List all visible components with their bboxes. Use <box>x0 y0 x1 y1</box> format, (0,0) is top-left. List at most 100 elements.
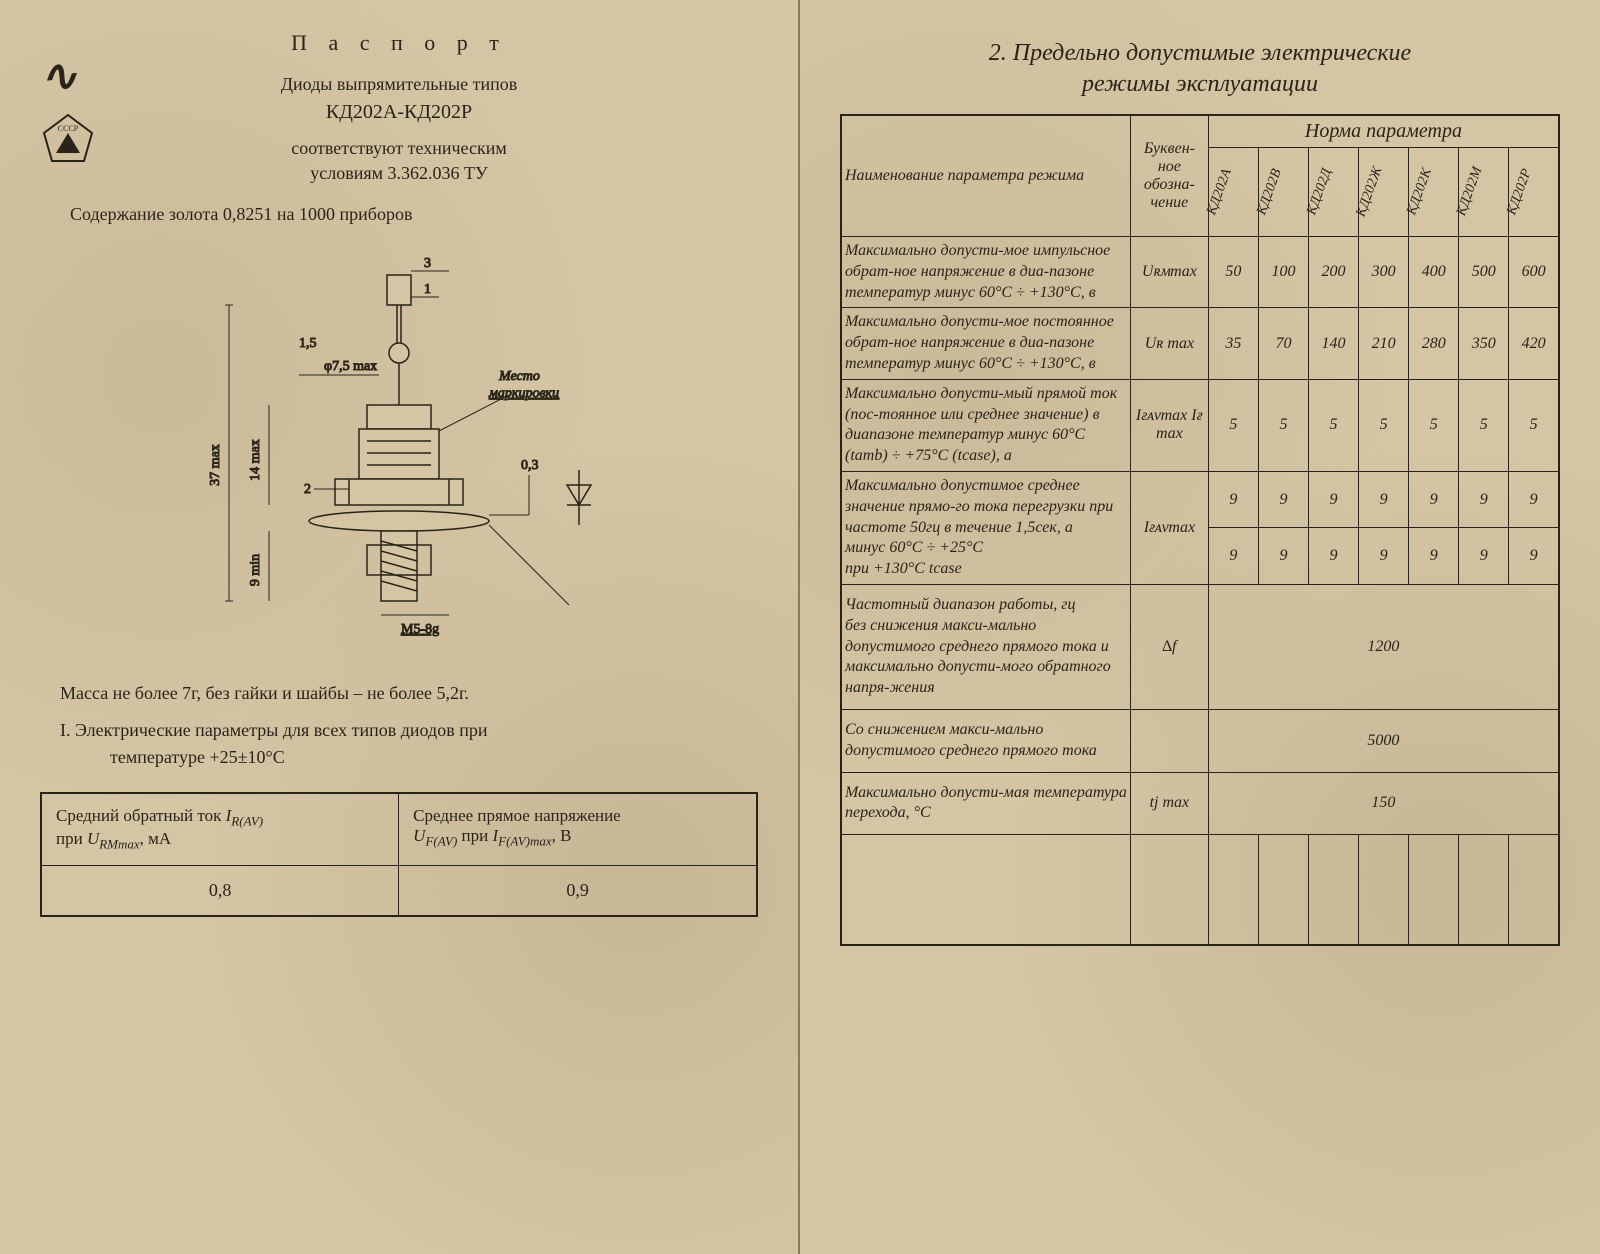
param-value: 9 <box>1309 471 1359 527</box>
param-value: 5 <box>1258 379 1308 471</box>
mass-note: Масса не более 7г, без гайки и шайбы – н… <box>60 683 758 704</box>
spec-header-row-1: Наименование параметра режима Буквен-ное… <box>841 115 1559 148</box>
svg-text:СССР: СССР <box>58 124 79 133</box>
param-value: 9 <box>1509 528 1559 585</box>
section-1-title: I. Электрические параметры для всех типо… <box>60 720 758 741</box>
param-span-value: 150 <box>1208 772 1559 835</box>
param-value: 9 <box>1309 528 1359 585</box>
param-value: 200 <box>1309 237 1359 308</box>
col-kd202r: КД202Р <box>1509 148 1559 237</box>
param-desc: Максимально допустимое среднее значение … <box>841 471 1130 584</box>
forward-voltage-value: 0,9 <box>399 865 757 916</box>
spec-row: Со снижением макси-мально допустимого ср… <box>841 709 1559 772</box>
param-value: 9 <box>1258 528 1308 585</box>
param-value: 400 <box>1409 237 1459 308</box>
svg-text:9 min: 9 min <box>248 554 263 586</box>
param-symbol: Uʀ max <box>1130 308 1208 379</box>
param-desc: Частотный диапазон работы, гцбез снижени… <box>841 584 1130 709</box>
page-right: 2. Предельно допустимые электрические ре… <box>800 0 1600 1254</box>
param-value: 9 <box>1509 471 1559 527</box>
param-value: 9 <box>1258 471 1308 527</box>
table-value-row: 0,8 0,9 <box>41 865 757 916</box>
spec-row: Максимально допусти-мая температура пере… <box>841 772 1559 835</box>
device-type-line: Диоды выпрямительные типов <box>40 74 758 95</box>
col-param-name: Наименование параметра режима <box>841 115 1130 237</box>
spec-row: Частотный диапазон работы, гцбез снижени… <box>841 584 1559 709</box>
spec-row: Максимально допусти-мый прямой ток (пос-… <box>841 379 1559 471</box>
param-value: 350 <box>1459 308 1509 379</box>
param-value: 210 <box>1359 308 1409 379</box>
param-value: 9 <box>1359 471 1409 527</box>
svg-text:37 max: 37 max <box>208 444 223 486</box>
param-value: 600 <box>1509 237 1559 308</box>
param-desc: Со снижением макси-мально допустимого ср… <box>841 709 1130 772</box>
section-2-title-2: режимы эксплуатации <box>840 71 1560 98</box>
param-symbol: ∆f <box>1130 584 1208 709</box>
param-value: 5 <box>1359 379 1409 471</box>
param-symbol: Uʀᴍmax <box>1130 237 1208 308</box>
svg-text:М5-8g: М5-8g <box>401 622 439 637</box>
col-symbol: Буквен-ное обозна-чение <box>1130 115 1208 237</box>
param-desc: Максимально допусти-мое постоянное обрат… <box>841 308 1130 379</box>
param-value: 70 <box>1258 308 1308 379</box>
param-value: 5 <box>1509 379 1559 471</box>
spec-row: Максимально допустимое среднее значение … <box>841 471 1559 527</box>
conform-line1: соответствуют техническим <box>40 138 758 159</box>
param-value: 9 <box>1459 528 1509 585</box>
param-value: 35 <box>1208 308 1258 379</box>
diode-drawing-svg: 37 max 14 max 9 min φ7,5 max 3 1 1,5 2 <box>149 245 649 665</box>
model-range: КД202А-КД202Р <box>40 101 758 124</box>
spec-table: Наименование параметра режима Буквен-ное… <box>840 114 1560 946</box>
param-desc: Максимально допусти-мая температура пере… <box>841 772 1130 835</box>
section-2-title-1: 2. Предельно допустимые электрические <box>840 40 1560 67</box>
spec-row: Максимально допусти-мое постоянное обрат… <box>841 308 1559 379</box>
param-value: 140 <box>1309 308 1359 379</box>
svg-text:2: 2 <box>304 482 311 497</box>
col-norm-group: Норма параметра <box>1208 115 1559 148</box>
passport-title: П а с п о р т <box>40 30 758 56</box>
param-value: 500 <box>1459 237 1509 308</box>
svg-text:14 max: 14 max <box>248 439 263 481</box>
param-value: 420 <box>1509 308 1559 379</box>
svg-text:1,5: 1,5 <box>299 336 317 351</box>
param-value: 5 <box>1208 379 1258 471</box>
reverse-current-value: 0,8 <box>41 865 399 916</box>
conform-line2: условиям 3.362.036 ТУ <box>40 163 758 184</box>
section-1-temp: температуре +25±10°С <box>110 747 758 768</box>
param-value: 9 <box>1409 471 1459 527</box>
table-header-row: Средний обратный ток IR(AV) при URMmax, … <box>41 793 757 865</box>
param-value: 100 <box>1258 237 1308 308</box>
param-symbol: tj max <box>1130 772 1208 835</box>
param-symbol: Iғᴀᴠmax Iғ max <box>1130 379 1208 471</box>
param-value: 9 <box>1208 471 1258 527</box>
param-value: 280 <box>1409 308 1459 379</box>
svg-text:φ7,5 max: φ7,5 max <box>324 359 377 374</box>
param-value: 9 <box>1359 528 1409 585</box>
param-value: 5 <box>1409 379 1459 471</box>
param-value: 9 <box>1409 528 1459 585</box>
param-desc: Максимально допусти-мый прямой ток (пос-… <box>841 379 1130 471</box>
param-value: 9 <box>1208 528 1258 585</box>
param-value: 5 <box>1309 379 1359 471</box>
param-value: 300 <box>1359 237 1409 308</box>
param-span-value: 1200 <box>1208 584 1559 709</box>
logo-s-icon: ∿ <box>38 48 98 104</box>
reverse-current-header: Средний обратный ток IR(AV) при URMmax, … <box>41 793 399 865</box>
header-block: П а с п о р т Диоды выпрямительные типов… <box>40 30 758 184</box>
param-symbol <box>1130 709 1208 772</box>
quality-mark-icon: СССР <box>40 111 96 167</box>
page-left: ∿ СССР П а с п о р т Диоды выпрямительны… <box>0 0 800 1254</box>
spec-row: Максимально допусти-мое импульсное обрат… <box>841 237 1559 308</box>
svg-text:3: 3 <box>424 256 431 271</box>
param-value: 50 <box>1208 237 1258 308</box>
logo-block: ∿ СССР <box>40 50 96 172</box>
params-table: Средний обратный ток IR(AV) при URMmax, … <box>40 792 758 917</box>
forward-voltage-header: Среднее прямое напряжение UF(AV) при IF(… <box>399 793 757 865</box>
param-span-value: 5000 <box>1208 709 1559 772</box>
svg-text:0,3: 0,3 <box>521 458 539 473</box>
spec-filler-row <box>841 835 1559 945</box>
param-symbol: Iғᴀᴠmax <box>1130 471 1208 584</box>
svg-text:маркировки: маркировки <box>488 386 559 401</box>
svg-text:Место: Место <box>498 369 540 384</box>
param-value: 9 <box>1459 471 1509 527</box>
